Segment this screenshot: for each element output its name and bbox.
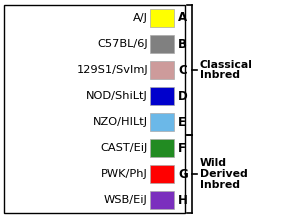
Text: C57BL/6J: C57BL/6J [97, 39, 148, 49]
Text: 129S1/SvImJ: 129S1/SvImJ [76, 65, 148, 75]
Bar [150, 9, 174, 27]
Text: D: D [178, 90, 188, 102]
Text: F: F [178, 141, 186, 155]
Bar [150, 165, 174, 183]
Text: Wild: Wild [200, 158, 227, 168]
Text: WSB/EiJ: WSB/EiJ [104, 195, 148, 205]
Text: C: C [178, 63, 187, 77]
Text: Classical: Classical [200, 60, 253, 70]
Text: CAST/EiJ: CAST/EiJ [101, 143, 148, 153]
Text: B: B [178, 37, 187, 51]
Text: NOD/ShiLtJ: NOD/ShiLtJ [86, 91, 148, 101]
Text: Inbred: Inbred [200, 70, 240, 80]
Text: G: G [178, 167, 188, 181]
Bar [150, 87, 174, 105]
Text: NZO/HILtJ: NZO/HILtJ [93, 117, 148, 127]
Bar [150, 61, 174, 79]
Bar [150, 191, 174, 209]
Text: Inbred: Inbred [200, 180, 240, 190]
Text: E: E [178, 116, 186, 128]
Text: H: H [178, 194, 188, 206]
Bar [150, 139, 174, 157]
Text: Derived: Derived [200, 169, 248, 179]
Text: A: A [178, 12, 187, 24]
Bar [150, 113, 174, 131]
Text: A/J: A/J [133, 13, 148, 23]
Text: PWK/PhJ: PWK/PhJ [101, 169, 148, 179]
Bar [150, 35, 174, 53]
Bar [4, 5, 185, 213]
